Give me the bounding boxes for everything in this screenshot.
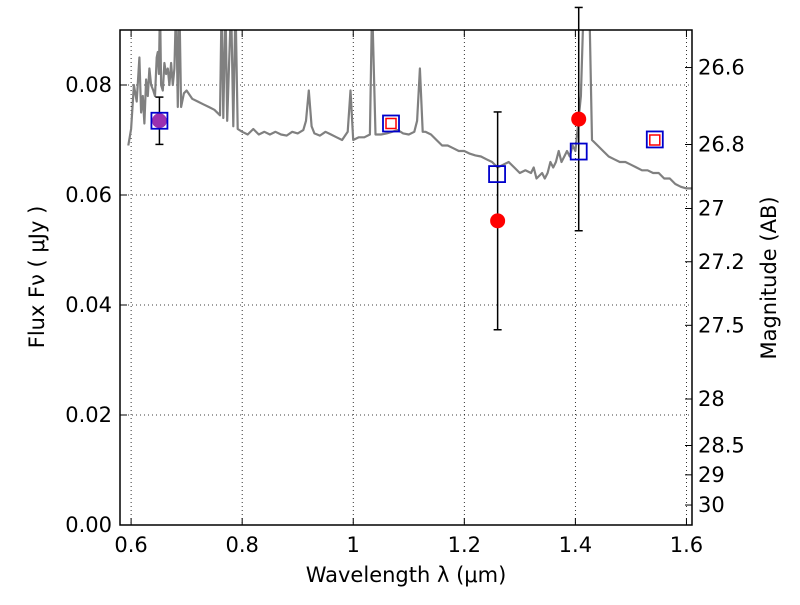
plot-frame [119, 29, 693, 526]
mag-tick-label: 27 [698, 197, 725, 221]
x-tick-label: 1.2 [448, 533, 481, 557]
y-axis-label: Flux Fν ( μJy ) [25, 206, 49, 349]
x-axis-label: Wavelength λ (μm) [306, 563, 507, 587]
y-tick-label: 0.02 [65, 403, 112, 427]
synthetic-photometry-square [150, 111, 169, 130]
observed-flux-point [151, 113, 167, 129]
tick-layer: 0.6 0.8 1 1.2 1.4 1.6 0.00 0.02 0.04 0.06 0.08 26.6… [65, 30, 745, 557]
flux-open-square [385, 117, 397, 130]
mag-tick-label: 30 [698, 493, 725, 517]
x-tick-label: 1 [347, 533, 360, 557]
mag-tick-label: 26.8 [698, 132, 745, 156]
mag-tick-label: 26.6 [698, 56, 745, 80]
y-axis-label-right: Magnitude (AB) [757, 196, 781, 359]
mag-tick-label: 29 [698, 463, 725, 487]
flux-open-square [649, 134, 661, 146]
y-tick-label: 0.08 [65, 73, 112, 97]
x-tick-label: 1.4 [559, 533, 592, 557]
mag-tick-label: 28.5 [698, 434, 745, 458]
observed-flux-point [490, 213, 506, 229]
observed-flux-point [571, 111, 587, 127]
x-tick-label: 0.8 [225, 533, 258, 557]
y-tick-label: 0.04 [65, 293, 112, 317]
x-tick-label: 1.6 [670, 533, 703, 557]
y-tick-label: 0.00 [65, 513, 112, 537]
mag-tick-label: 27.2 [698, 250, 745, 274]
y-tick-label: 0.06 [65, 183, 112, 207]
x-tick-label: 0.6 [114, 533, 147, 557]
synthetic-photometry-square [488, 165, 506, 184]
synthetic-photometry-square [382, 114, 400, 133]
synthetic-photometry-square [645, 130, 664, 149]
marker-layer [150, 6, 664, 331]
mag-tick-label: 28 [698, 387, 725, 411]
synthetic-photometry-square [569, 142, 588, 161]
mag-tick-label: 27.5 [698, 313, 745, 337]
